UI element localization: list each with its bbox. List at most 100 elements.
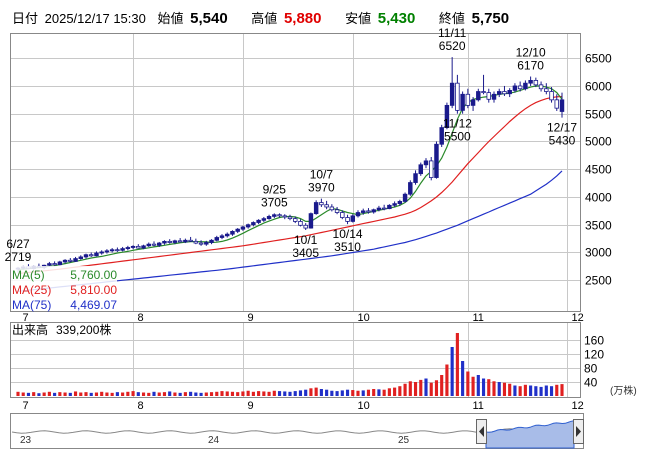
volume-bar [523, 384, 527, 396]
candle [455, 74, 460, 114]
volume-bar [429, 382, 433, 396]
volume-bar [173, 392, 177, 396]
annotation-date: 10/1 [294, 233, 318, 247]
volume-bar [189, 391, 193, 396]
candle [308, 212, 314, 229]
candle [209, 239, 214, 245]
volume-bar [518, 386, 522, 396]
volume-bar [455, 333, 459, 396]
date-label: 日付 [12, 11, 39, 26]
price-tick-label: 3500 [585, 219, 612, 233]
volume-bar [141, 392, 146, 396]
candle-body [272, 214, 277, 217]
month-tick-label: 11 [473, 312, 484, 324]
volume-bar [267, 391, 271, 396]
high-value: 5,880 [283, 10, 322, 27]
volume-bar [94, 392, 99, 396]
candle-body [387, 204, 392, 210]
chevron-left-icon [479, 426, 484, 437]
volume-bar [225, 391, 229, 396]
volume-bar [126, 391, 130, 396]
volume-bar [555, 384, 559, 396]
candle [83, 253, 89, 259]
candle [172, 239, 178, 245]
volume-bar [251, 391, 255, 396]
volume-month-tick-label: 8 [138, 400, 144, 412]
candle [188, 236, 193, 242]
candle [502, 85, 507, 96]
annotation-date: 10/7 [310, 168, 334, 182]
candle [62, 259, 68, 264]
price-grid [11, 34, 580, 311]
candle-body [73, 258, 78, 262]
volume-bar [110, 392, 114, 396]
ohlc-header: 日付 2025/12/17 15:30 始値 5,540 高値 5,880 安値… [12, 10, 582, 28]
candle-body [115, 249, 120, 252]
candle-body [455, 82, 460, 111]
candle-body [554, 99, 560, 109]
candle [214, 235, 219, 242]
candle [512, 83, 518, 93]
candle-body [449, 82, 455, 106]
candle [287, 214, 293, 221]
candle [376, 205, 382, 212]
volume-bar [366, 389, 371, 396]
price-tick-label: 2500 [585, 274, 612, 288]
candle [366, 208, 371, 214]
volume-bar [387, 388, 391, 396]
candle-body [355, 212, 361, 217]
candle [423, 158, 429, 169]
candle [240, 225, 246, 231]
candle-body [156, 242, 162, 246]
candle-body [350, 215, 356, 222]
candle-body [366, 210, 371, 213]
candle-body [245, 224, 251, 228]
candle [476, 88, 481, 102]
ma25-legend-label: MA(25) [12, 283, 51, 297]
candle-body [533, 80, 539, 86]
volume-bar [440, 375, 444, 396]
volume-bar [178, 392, 182, 396]
low-label: 安値 [345, 11, 372, 26]
candle [104, 249, 110, 254]
volume-bar [283, 391, 287, 396]
candle-body [89, 254, 94, 257]
candle-body [198, 242, 204, 245]
volume-bar [121, 392, 125, 396]
range-navigator[interactable]: 23 24 25 [10, 413, 584, 449]
volume-bar [351, 390, 355, 396]
volume-bar [403, 383, 407, 396]
candle-body [517, 85, 523, 90]
candle-body [52, 263, 57, 266]
candle-body [183, 239, 188, 243]
volume-bar [262, 391, 266, 396]
volume-bar [136, 392, 140, 396]
annotation-value: 3970 [308, 181, 335, 195]
candle-body [193, 240, 199, 244]
volume-bar [115, 392, 119, 396]
ma25-layer [17, 95, 563, 275]
candle [167, 239, 172, 244]
volume-bar [100, 391, 104, 396]
navigator-right-handle[interactable] [573, 419, 584, 444]
candle [219, 234, 225, 240]
navigator-year-25: 25 [398, 435, 410, 446]
candle [533, 77, 539, 88]
volume-bar [277, 391, 282, 396]
volume-bar [560, 384, 564, 396]
volume-title: 出来高 [12, 322, 48, 337]
volume-month-tick-label: 9 [248, 400, 254, 412]
candle-body [303, 224, 308, 229]
candle-body [486, 92, 492, 100]
candle [345, 214, 350, 225]
candle-body [277, 214, 282, 217]
candle [204, 240, 209, 246]
candle-body [319, 202, 324, 206]
volume-bar [147, 392, 151, 396]
candle-body [188, 239, 193, 242]
volume-bar [73, 391, 78, 396]
candle-body [371, 209, 376, 213]
volume-bar [236, 392, 240, 396]
navigator-left-handle[interactable] [476, 419, 487, 444]
candle-body [444, 104, 450, 128]
